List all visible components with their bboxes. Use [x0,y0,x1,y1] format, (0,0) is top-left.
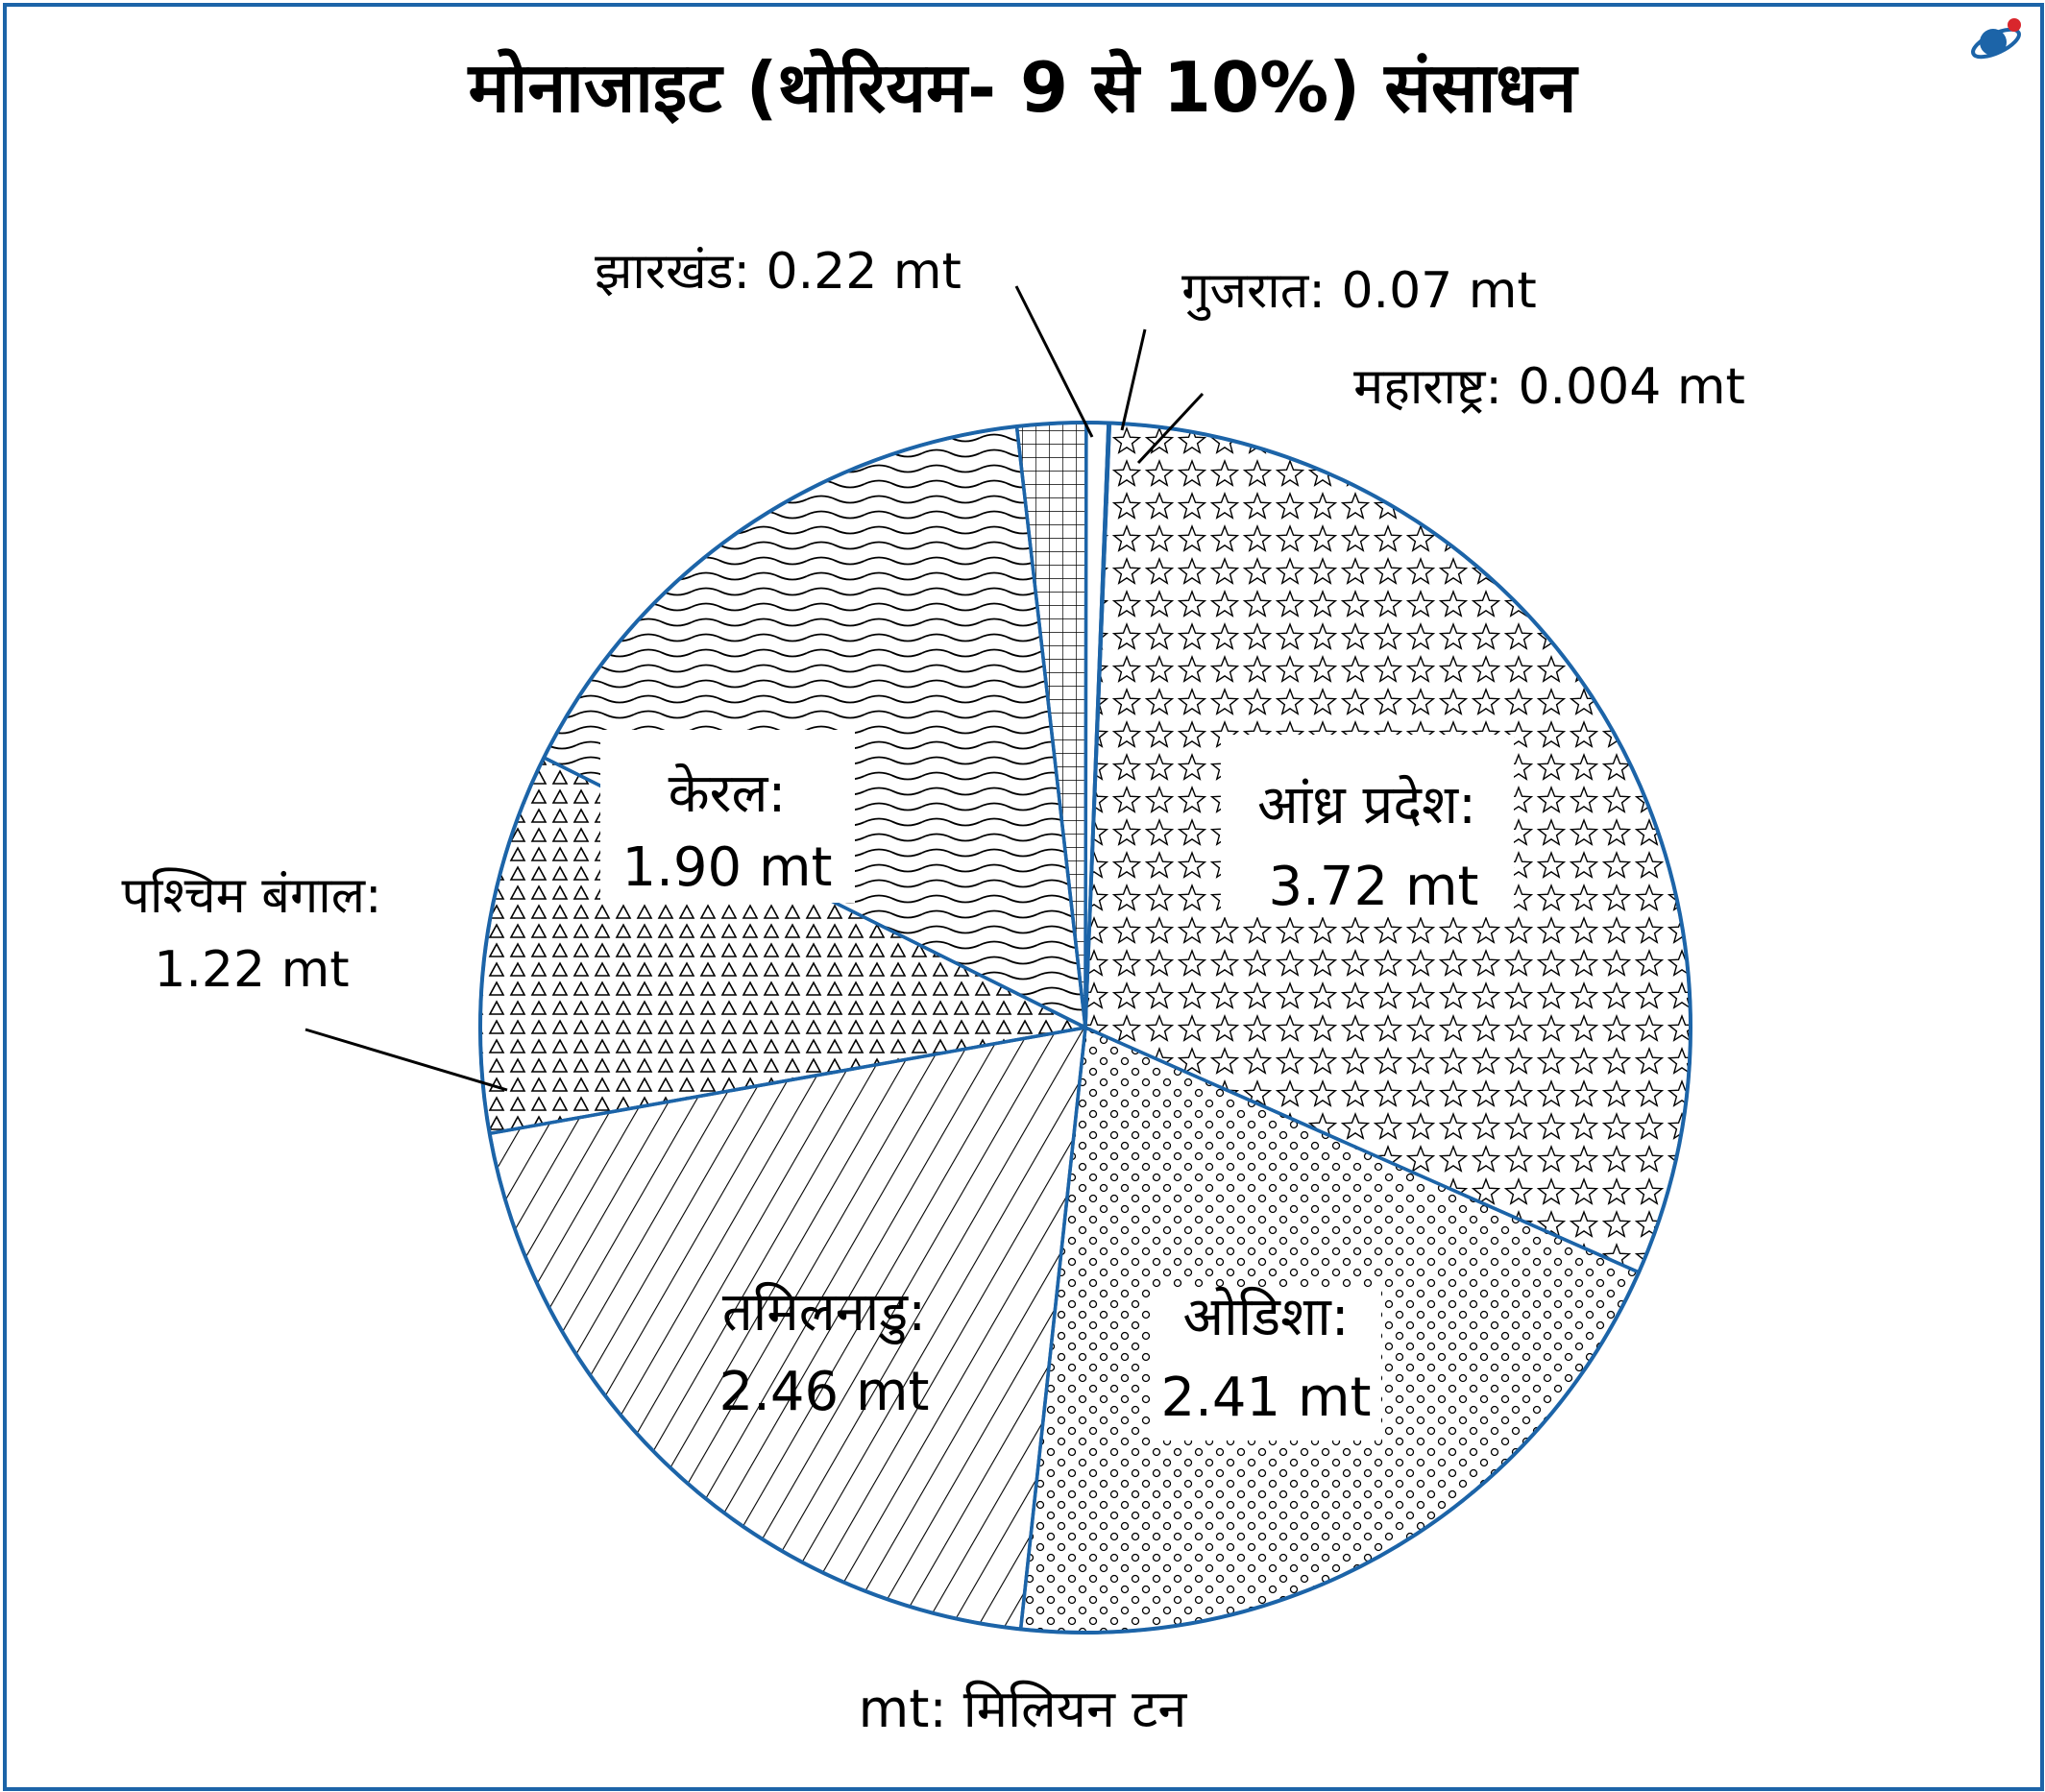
slice-label: गुजरात: 0.07 mt [1181,262,1537,321]
slice-value-label: 1.22 mt [154,941,349,999]
leader-line [1136,392,1205,465]
leader-line [304,1028,508,1092]
slice-label: महाराष्ट्र: 0.004 mt [1353,358,1745,416]
leader-line [1014,285,1094,438]
slice-value-label: 2.46 mt [719,1361,930,1423]
unit-footnote: mt: मिलियन टन [858,1679,1187,1739]
logo-icon [1971,18,2021,60]
slice-label: ओडिशा: [1182,1286,1349,1348]
slice-label: केरल: [669,763,787,825]
slice-label: आंध्र प्रदेश: [1257,774,1476,836]
slice-label: तमिलनाडु: [722,1281,926,1345]
slice-label: झारखंड: 0.22 mt [595,243,962,301]
chart-frame [3,3,2044,1791]
chart-title: मोनाजाइट (थोरियम- 9 से 10%) संसाधन [468,47,1577,128]
slice-value-label: 2.41 mt [1161,1367,1372,1429]
leader-line [1120,328,1147,431]
slice-label-box [600,730,855,903]
slice-value-label: 1.90 mt [622,836,833,899]
slice-value-label: 3.72 mt [1269,856,1479,918]
slice-label-box [1151,1287,1381,1441]
slice-label: पश्चिम बंगाल: [122,867,382,925]
slice-label-box [1221,735,1514,917]
